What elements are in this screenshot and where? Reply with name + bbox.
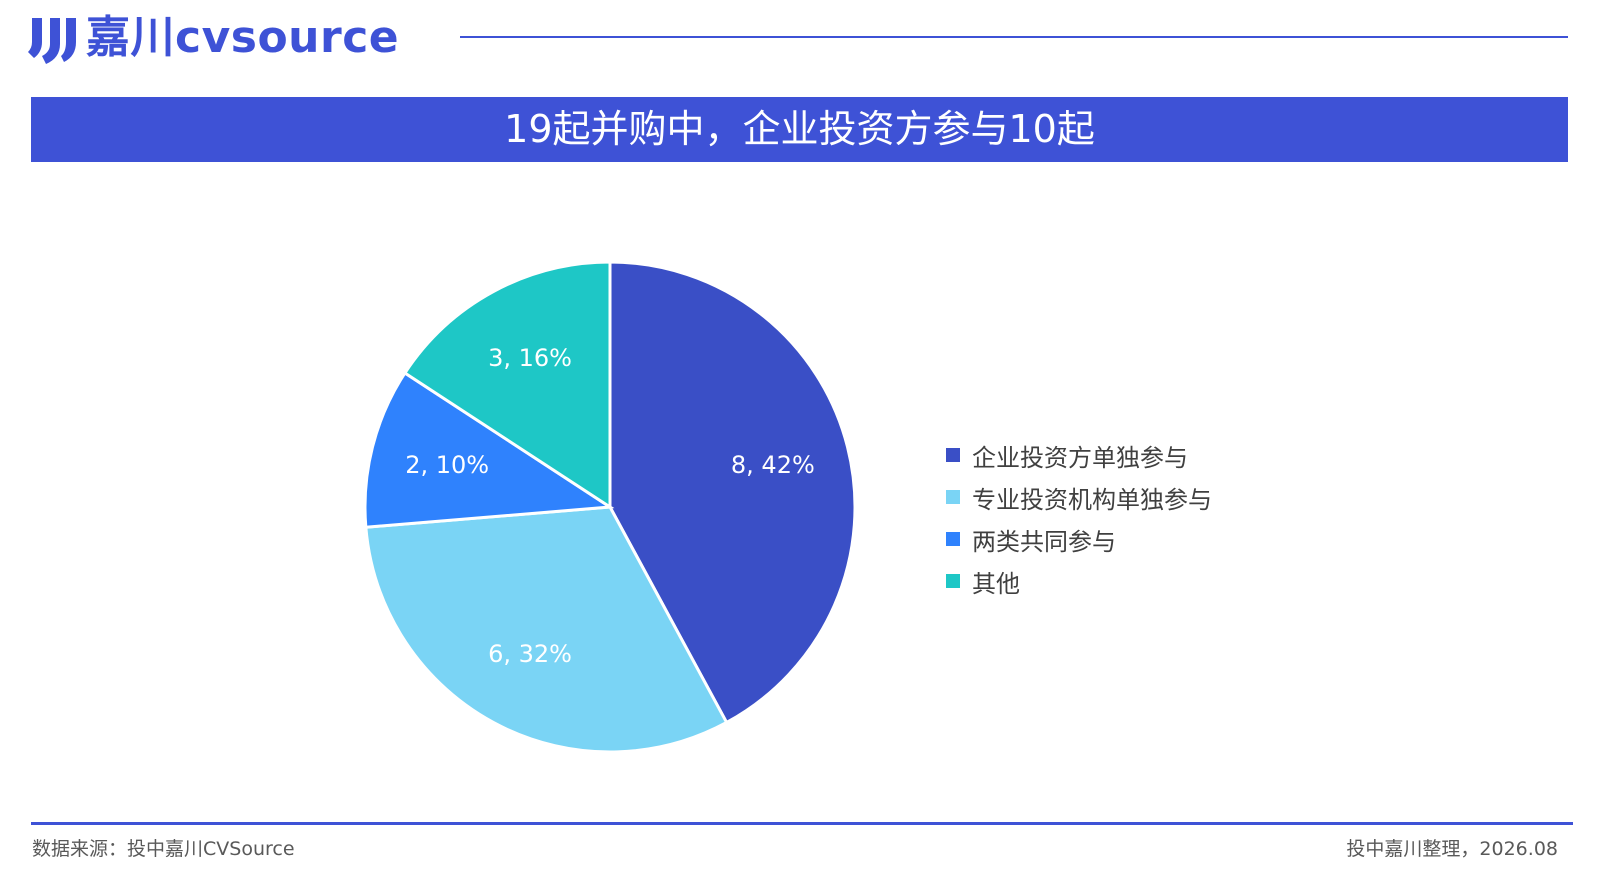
brand-name: 嘉川cvsource [86, 12, 400, 63]
footer-divider [31, 822, 1573, 825]
chart-legend: 企业投资方单独参与 专业投资机构单独参与 两类共同参与 其他 [946, 434, 1212, 602]
slice-data-label: 2, 10% [405, 451, 489, 479]
header-divider [460, 36, 1568, 38]
legend-label: 专业投资机构单独参与 [972, 485, 1212, 514]
brand-logo: 嘉川cvsource [28, 10, 399, 66]
legend-item: 专业投资机构单独参与 [946, 476, 1212, 518]
slice-data-label: 6, 32% [488, 640, 572, 668]
pie-slice [608, 260, 857, 725]
pie-slice [364, 505, 729, 754]
chart-title: 19起并购中，企业投资方参与10起 [504, 107, 1095, 151]
legend-swatch [946, 532, 960, 546]
legend-item: 两类共同参与 [946, 518, 1212, 560]
legend-item: 其他 [946, 560, 1212, 602]
legend-label: 企业投资方单独参与 [972, 443, 1188, 472]
legend-label: 其他 [972, 569, 1020, 598]
legend-swatch [946, 448, 960, 462]
pie-slice [363, 370, 615, 529]
credit-date: 投中嘉川整理，2026.08 [1346, 838, 1558, 860]
slice-data-label: 3, 16% [488, 344, 572, 372]
legend-item: 企业投资方单独参与 [946, 434, 1212, 476]
legend-swatch [946, 490, 960, 504]
pie-slice [402, 260, 612, 510]
data-source: 数据来源：投中嘉川CVSource [32, 838, 295, 860]
brand-mark-icon [28, 18, 76, 64]
slice-data-label: 8, 42% [731, 451, 815, 479]
legend-label: 两类共同参与 [972, 527, 1116, 556]
legend-swatch [946, 574, 960, 588]
title-bar: 19起并购中，企业投资方参与10起 [31, 97, 1568, 162]
